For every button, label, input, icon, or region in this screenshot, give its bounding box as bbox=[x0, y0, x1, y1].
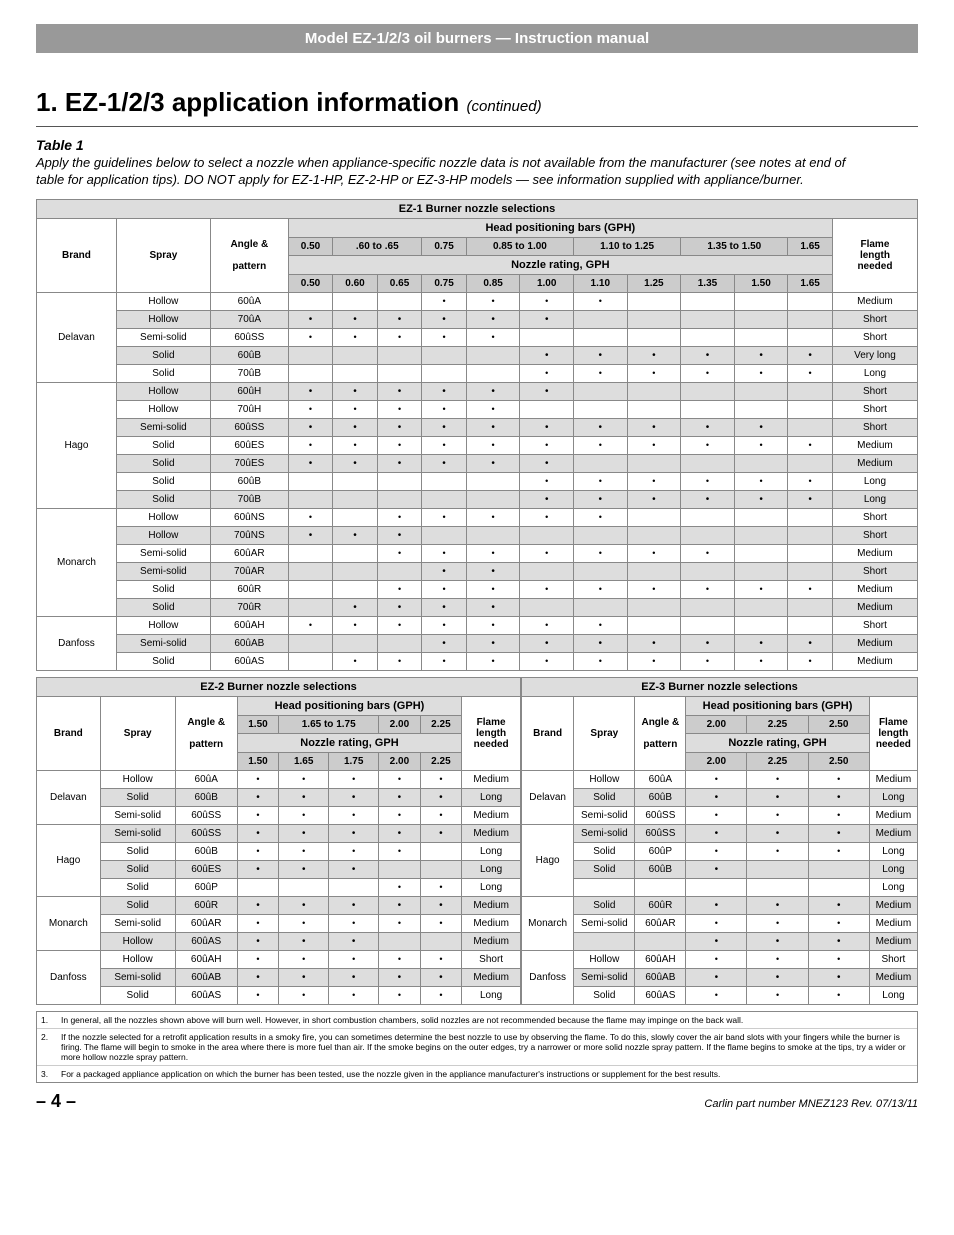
table-row: Semi-solid60ûAB•••••Medium bbox=[37, 968, 521, 986]
brand-cell: Monarch bbox=[37, 508, 117, 616]
table-row: Hollow70ûA••••••Short bbox=[37, 310, 918, 328]
table-row: Semi-solid60ûSS••••••••••Short bbox=[37, 418, 918, 436]
table-row: Solid60ûB••••••Very long bbox=[37, 346, 918, 364]
table-row: DelavanHollow60ûA•••Medium bbox=[522, 770, 918, 788]
table-row: Solid60ûR•••••••••Medium bbox=[37, 580, 918, 598]
table-row: HagoSemi-solid60ûSS•••••Medium bbox=[37, 824, 521, 842]
table-row: Solid60ûAS••••••••••Medium bbox=[37, 652, 918, 670]
table-row: DelavanHollow60ûA••••Medium bbox=[37, 292, 918, 310]
col-brand: Brand bbox=[37, 218, 117, 292]
note-item: 1.In general, all the nozzles shown abov… bbox=[37, 1012, 917, 1029]
note-item: 2.If the nozzle selected for a retrofit … bbox=[37, 1029, 917, 1066]
table-row: Solid60ûB••••Long bbox=[37, 842, 521, 860]
table-row: Solid60ûP•••Long bbox=[522, 842, 918, 860]
table-row: MonarchSolid60ûR•••Medium bbox=[522, 896, 918, 914]
table-row: Solid60ûB•••Long bbox=[522, 788, 918, 806]
table-row: HagoSemi-solid60ûSS•••Medium bbox=[522, 824, 918, 842]
table-label: Table 1 bbox=[36, 137, 104, 153]
table-row: Semi-solid60ûAR•••Medium bbox=[522, 914, 918, 932]
table-row: •••Medium bbox=[522, 932, 918, 950]
table-row: Long bbox=[522, 878, 918, 896]
divider bbox=[36, 126, 918, 127]
table-row: Semi-solid60ûSS•••Medium bbox=[522, 806, 918, 824]
table-caption: Apply the guidelines below to select a n… bbox=[36, 155, 846, 189]
note-item: 3.For a packaged appliance application o… bbox=[37, 1066, 917, 1082]
table-row: Semi-solid60ûSS•••••Medium bbox=[37, 806, 521, 824]
page-number: – 4 – bbox=[36, 1091, 76, 1112]
brand-cell: Danfoss bbox=[37, 616, 117, 670]
ez2-table: EZ-2 Burner nozzle selections Brand Spra… bbox=[36, 677, 521, 1005]
table-row: DanfossHollow60ûAH•••••••Short bbox=[37, 616, 918, 634]
table-row: DanfossHollow60ûAH•••Short bbox=[522, 950, 918, 968]
col-flame: Flame length needed bbox=[832, 218, 917, 292]
table-row: Semi-solid60ûAR•••••••Medium bbox=[37, 544, 918, 562]
table-row: Hollow70ûNS•••Short bbox=[37, 526, 918, 544]
table-row: Solid70ûB••••••Long bbox=[37, 490, 918, 508]
table-row: Solid60ûAS•••Long bbox=[522, 986, 918, 1004]
ez1-title: EZ-1 Burner nozzle selections bbox=[37, 199, 918, 218]
revision-text: Carlin part number MNEZ123 Rev. 07/13/11 bbox=[704, 1098, 918, 1110]
brand-cell: Hago bbox=[37, 382, 117, 508]
table-row: Solid70ûR••••Medium bbox=[37, 598, 918, 616]
col-spray: Spray bbox=[116, 218, 210, 292]
table-row: MonarchHollow60ûNS••••••Short bbox=[37, 508, 918, 526]
head-pos-bars: Head positioning bars (GPH) bbox=[288, 218, 832, 237]
header-bar: Model EZ-1/2/3 oil burners — Instruction… bbox=[36, 24, 918, 53]
section-continued: (continued) bbox=[467, 98, 542, 115]
section-heading: 1. EZ-1/2/3 application information (con… bbox=[36, 87, 918, 118]
table-row: DanfossHollow60ûAH•••••Short bbox=[37, 950, 521, 968]
table-row: Solid60ûES•••••••••••Medium bbox=[37, 436, 918, 454]
table-row: Semi-solid60ûAB••••••••Medium bbox=[37, 634, 918, 652]
col-angle: Angle &pattern bbox=[210, 218, 288, 292]
ez3-title: EZ-3 Burner nozzle selections bbox=[522, 677, 918, 696]
table-row: Semi-solid60ûAB•••Medium bbox=[522, 968, 918, 986]
table-row: Solid60ûB••••••Long bbox=[37, 472, 918, 490]
brand-cell: Delavan bbox=[37, 292, 117, 382]
ez1-table: EZ-1 Burner nozzle selections Brand Spra… bbox=[36, 199, 918, 671]
table-row: Hollow70ûH•••••Short bbox=[37, 400, 918, 418]
table-row: Solid60ûAS•••••Long bbox=[37, 986, 521, 1004]
table-row: MonarchSolid60ûR•••••Medium bbox=[37, 896, 521, 914]
section-title: 1. EZ-1/2/3 application information bbox=[36, 87, 459, 117]
table-row: Hollow60ûAS•••Medium bbox=[37, 932, 521, 950]
table-row: HagoHollow60ûH••••••Short bbox=[37, 382, 918, 400]
table-row: Semi-solid60ûSS•••••Short bbox=[37, 328, 918, 346]
table-row: Solid60ûP••Long bbox=[37, 878, 521, 896]
table-row: Semi-solid60ûAR•••••Medium bbox=[37, 914, 521, 932]
notes-list: 1.In general, all the nozzles shown abov… bbox=[36, 1011, 918, 1083]
table-row: Solid60ûB•Long bbox=[522, 860, 918, 878]
ez2-title: EZ-2 Burner nozzle selections bbox=[37, 677, 521, 696]
table-row: Solid60ûB•••••Long bbox=[37, 788, 521, 806]
table-row: Solid70ûB••••••Long bbox=[37, 364, 918, 382]
nozzle-rating-hdr: Nozzle rating, GPH bbox=[288, 255, 832, 274]
table-row: DelavanHollow60ûA•••••Medium bbox=[37, 770, 521, 788]
table-row: Solid60ûES•••Long bbox=[37, 860, 521, 878]
table-row: Solid70ûES••••••Medium bbox=[37, 454, 918, 472]
ez3-table: EZ-3 Burner nozzle selections Brand Spra… bbox=[521, 677, 918, 1005]
table-row: Semi-solid70ûAR••Short bbox=[37, 562, 918, 580]
